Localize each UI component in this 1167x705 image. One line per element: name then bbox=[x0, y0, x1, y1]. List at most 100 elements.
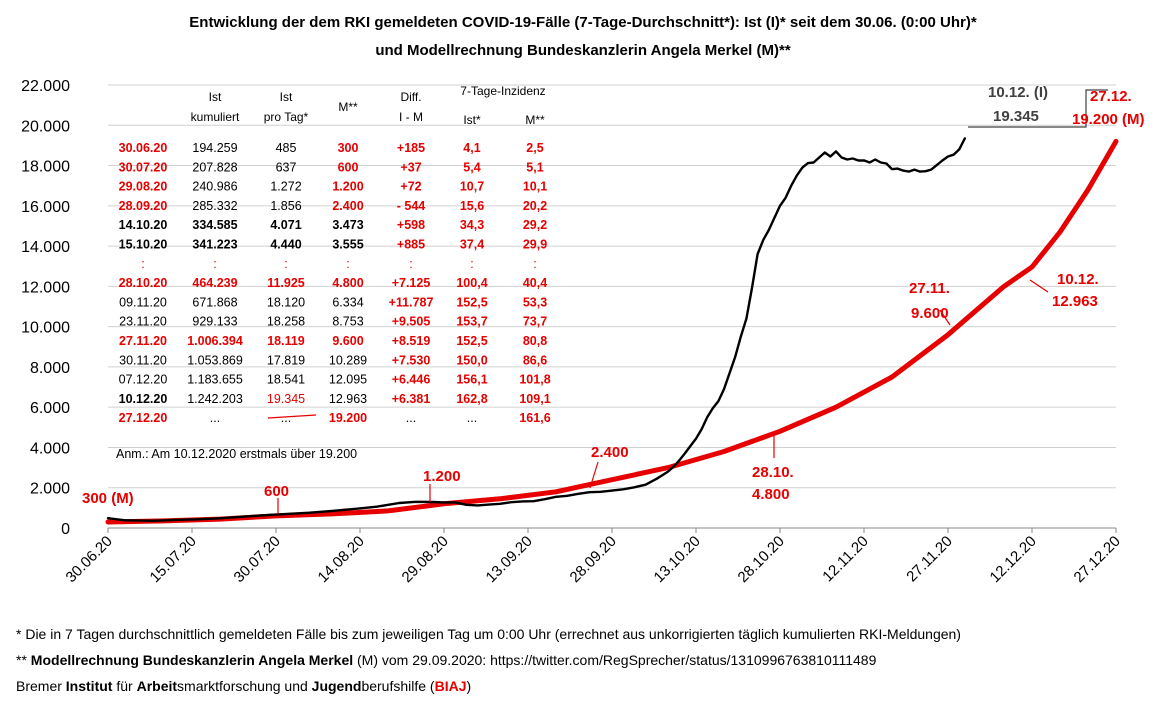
label-m-1012-date: 10.12. bbox=[1057, 271, 1099, 288]
x-tick-label: 27.12.20 bbox=[1071, 533, 1124, 586]
table-cell: 19.345 bbox=[267, 392, 305, 406]
table-cell: 5,4 bbox=[463, 160, 480, 174]
table-cell: 30.06.20 bbox=[119, 141, 168, 155]
table-cell: : bbox=[409, 257, 412, 271]
table-cell: 80,8 bbox=[523, 334, 547, 348]
x-tick-label: 28.10.20 bbox=[735, 533, 788, 586]
table-cell: 10,7 bbox=[460, 180, 484, 194]
table-cell: 18.120 bbox=[267, 295, 305, 309]
th-pt-b: pro Tag* bbox=[264, 110, 309, 124]
table-cell: 5,1 bbox=[526, 160, 543, 174]
table-cell: 1.006.394 bbox=[187, 334, 243, 348]
x-tick-label: 27.11.20 bbox=[903, 533, 956, 586]
table-cell: +6.381 bbox=[392, 392, 431, 406]
footnote-3: Bremer Institut für Arbeitsmarktforschun… bbox=[16, 678, 471, 694]
data-table: Ist kumuliert Ist pro Tag* M** Diff. I -… bbox=[116, 84, 551, 461]
table-cell: 1.183.655 bbox=[187, 373, 243, 387]
y-tick-label: 6.000 bbox=[30, 400, 70, 417]
th-inzidenz: 7-Tage-Inzidenz bbox=[460, 84, 545, 98]
footnote-3-f: Jugend bbox=[311, 678, 362, 694]
table-cell: 1.200 bbox=[332, 180, 363, 194]
footnote-1-text: * Die in 7 Tagen durchschnittlich gemeld… bbox=[16, 626, 961, 642]
table-cell: 929.133 bbox=[192, 315, 237, 329]
label-m-1012-value: 12.963 bbox=[1052, 293, 1098, 310]
th-pt-a: Ist bbox=[280, 90, 293, 104]
table-cell: +11.787 bbox=[389, 295, 434, 309]
table-cell: 53,3 bbox=[523, 295, 547, 309]
table-cell: 19.200 bbox=[329, 411, 367, 425]
th-inz-ist: Ist* bbox=[463, 113, 481, 127]
table-cell: 15.10.20 bbox=[119, 238, 168, 252]
label-ist-1012-date: 10.12. (I) bbox=[988, 84, 1048, 101]
footnote-2-rest: (M) vom 29.09.2020: https://twitter.com/… bbox=[353, 652, 877, 668]
table-cell: : bbox=[284, 257, 287, 271]
table-cell: 600 bbox=[338, 160, 359, 174]
table-cell: 109,1 bbox=[519, 392, 550, 406]
footnote-2: ** Modellrechnung Bundeskanzlerin Angela… bbox=[16, 652, 876, 668]
label-m-2810-date: 28.10. bbox=[752, 464, 794, 481]
table-cell: 3.555 bbox=[332, 238, 363, 252]
footnote-1: * Die in 7 Tagen durchschnittlich gemeld… bbox=[16, 626, 961, 642]
table-cell: : bbox=[533, 257, 536, 271]
label-m-2711-date: 27.11. bbox=[909, 280, 950, 297]
table-cell: 23.11.20 bbox=[119, 315, 167, 329]
x-tick-label: 12.11.20 bbox=[819, 533, 872, 586]
table-cell: : bbox=[141, 257, 144, 271]
table-cell: - 544 bbox=[397, 199, 426, 213]
covid-chart: Entwicklung der dem RKI gemeldeten COVID… bbox=[21, 14, 1145, 586]
y-tick-label: 20.000 bbox=[21, 118, 70, 135]
table-rows: 30.06.20 194.259 485 300 +185 4,1 2,5 30.07.20 2… bbox=[119, 141, 551, 425]
table-cell: ... bbox=[210, 411, 220, 425]
footnote-3-d: Arbeit bbox=[136, 678, 178, 694]
footnote-3-a: Bremer bbox=[16, 678, 66, 694]
table-cell: 73,7 bbox=[523, 315, 547, 329]
footnote-2-prefix: ** bbox=[16, 652, 31, 668]
table-cell: 28.09.20 bbox=[119, 199, 168, 213]
label-m-1200: 1.200 bbox=[423, 468, 461, 485]
y-tick-label: 0 bbox=[61, 521, 70, 538]
table-cell: 12.963 bbox=[329, 392, 367, 406]
table-cell: 8.753 bbox=[332, 315, 363, 329]
table-cell: 17.819 bbox=[267, 353, 305, 367]
table-cell: +8.519 bbox=[392, 334, 431, 348]
table-cell: 1.272 bbox=[270, 180, 301, 194]
table-cell: 14.10.20 bbox=[119, 218, 168, 232]
y-tick-label: 16.000 bbox=[21, 199, 70, 216]
x-tick-label: 14.08.20 bbox=[315, 533, 368, 586]
table-cell: 30.11.20 bbox=[119, 353, 167, 367]
th-ist-b: kumuliert bbox=[191, 110, 240, 124]
table-cell: 2.400 bbox=[332, 199, 363, 213]
th-m: M** bbox=[338, 100, 358, 114]
leader-ist-1012 bbox=[968, 89, 1108, 128]
table-cell: 6.334 bbox=[332, 295, 363, 309]
table-cell: 40,4 bbox=[523, 276, 547, 290]
footnote-3-g: berufshilfe ( bbox=[361, 678, 435, 694]
table-cell: 334.585 bbox=[192, 218, 237, 232]
footnote-3-c: für bbox=[112, 678, 137, 694]
y-tick-label: 10.000 bbox=[21, 320, 70, 337]
table-note: Anm.: Am 10.12.2020 erstmals über 19.200 bbox=[116, 447, 357, 461]
label-m-2712-value: 19.200 (M) bbox=[1072, 111, 1145, 128]
table-cell: ... bbox=[281, 411, 291, 425]
x-tick-label: 30.06.20 bbox=[63, 533, 116, 586]
table-cell: : bbox=[213, 257, 216, 271]
leader-2711 bbox=[939, 309, 951, 326]
table-cell: +9.505 bbox=[392, 315, 431, 329]
table-cell: 153,7 bbox=[456, 315, 487, 329]
table-cell: 18.119 bbox=[267, 334, 305, 348]
table-cell: 12.095 bbox=[329, 373, 367, 387]
table-cell: 10,1 bbox=[523, 180, 547, 194]
table-cell: 4,1 bbox=[463, 141, 480, 155]
y-tick-label: 8.000 bbox=[30, 360, 70, 377]
label-m-300: 300 (M) bbox=[82, 490, 134, 507]
y-tick-label: 22.000 bbox=[21, 78, 70, 95]
table-cell: 1.053.869 bbox=[187, 353, 243, 367]
y-tick-label: 4.000 bbox=[30, 440, 70, 457]
gridlines bbox=[108, 84, 1116, 489]
table-cell: +6.446 bbox=[392, 373, 431, 387]
table-cell: 285.332 bbox=[192, 199, 237, 213]
table-cell: : bbox=[470, 257, 473, 271]
x-tick-label: 13.09.20 bbox=[483, 533, 536, 586]
table-cell: 4.071 bbox=[270, 218, 301, 232]
label-m-600: 600 bbox=[264, 483, 289, 500]
